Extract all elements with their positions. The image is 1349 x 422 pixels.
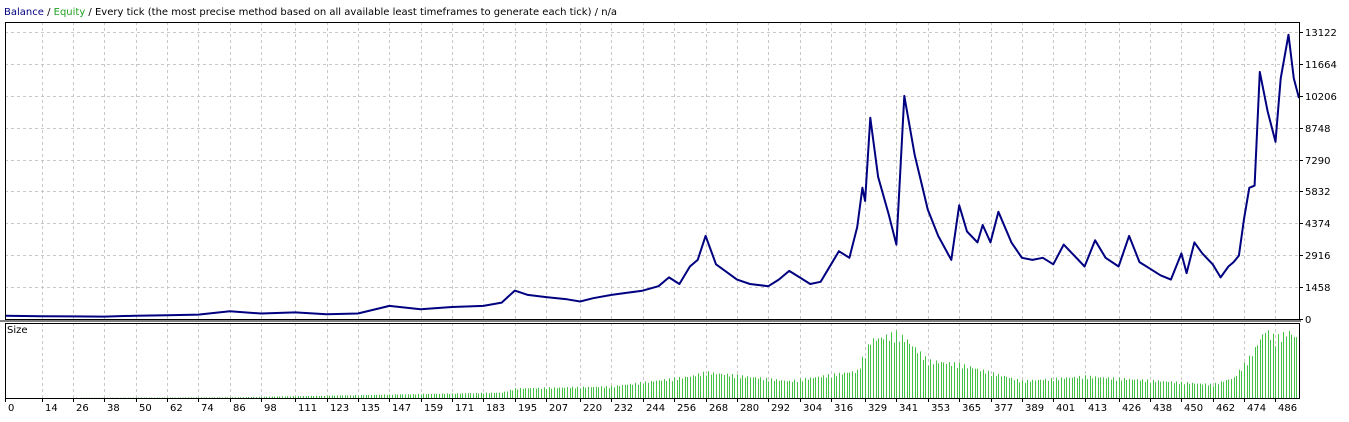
- x-tick-label: 329: [868, 403, 887, 414]
- x-tick-label: 220: [583, 403, 602, 414]
- x-tick-label: 0: [8, 403, 14, 414]
- y-tick-label: 10206: [1305, 92, 1337, 103]
- y-tick-label: 0: [1305, 315, 1311, 326]
- y-tick-label: 2916: [1305, 251, 1330, 262]
- x-tick-label: 183: [486, 403, 505, 414]
- x-tick-label: 147: [392, 403, 411, 414]
- x-tick-label: 50: [139, 403, 152, 414]
- x-tick-label: 292: [771, 403, 790, 414]
- x-tick-label: 462: [1216, 403, 1235, 414]
- x-axis-labels: 0 14 26 38 50 62 74 86 98 111 123 135 147 159 171 183 19…: [5, 398, 1297, 414]
- volume-bars: [76, 330, 1300, 398]
- header-description: / Every tick (the most precise method ba…: [85, 7, 617, 18]
- x-tick-label: 207: [549, 403, 568, 414]
- y-axis-labels: 13122 11664 10206 8748 7290 5832 4374 2916 1458 0: [1299, 28, 1337, 326]
- header-balance-label: Balance: [4, 7, 44, 18]
- x-tick-label: 474: [1247, 403, 1266, 414]
- x-tick-label: 232: [614, 403, 633, 414]
- y-tick-label: 4374: [1305, 219, 1330, 230]
- x-tick-label: 438: [1153, 403, 1172, 414]
- x-tick-label: 86: [233, 403, 246, 414]
- x-tick-label: 426: [1122, 403, 1141, 414]
- x-tick-label: 377: [994, 403, 1013, 414]
- y-tick-label: 11664: [1305, 60, 1337, 71]
- chart-frame: [0, 22, 1301, 399]
- grid-layer: [5, 22, 1299, 398]
- x-tick-label: 14: [45, 403, 58, 414]
- x-tick-label: 135: [361, 403, 380, 414]
- x-tick-label: 171: [455, 403, 474, 414]
- x-tick-label: 98: [264, 403, 277, 414]
- balance-line-layer: [4, 33, 1300, 318]
- y-tick-label: 13122: [1305, 28, 1337, 39]
- x-tick-label: 304: [803, 403, 822, 414]
- main-panel-frame: [5, 22, 1300, 320]
- x-tick-label: 353: [931, 403, 950, 414]
- header-separator: /: [44, 7, 54, 18]
- x-tick-label: 111: [298, 403, 317, 414]
- x-tick-label: 256: [677, 403, 696, 414]
- x-tick-label: 159: [424, 403, 443, 414]
- x-tick-label: 268: [709, 403, 728, 414]
- balance-line: [4, 33, 1300, 318]
- x-tick-label: 341: [899, 403, 918, 414]
- header-equity-label: Equity: [54, 7, 86, 18]
- y-tick-label: 8748: [1305, 124, 1330, 135]
- size-panel-title: Size: [7, 325, 28, 336]
- x-tick-label: 123: [330, 403, 349, 414]
- x-tick-label: 389: [1025, 403, 1044, 414]
- x-tick-label: 486: [1278, 403, 1297, 414]
- size-panel-frame: [5, 323, 1300, 399]
- chart-header: Balance / Equity / Every tick (the most …: [4, 7, 617, 18]
- x-tick-label: 413: [1088, 403, 1107, 414]
- y-tick-label: 7290: [1305, 156, 1330, 167]
- x-tick-label: 365: [962, 403, 981, 414]
- x-tick-label: 316: [834, 403, 853, 414]
- x-tick-label: 38: [107, 403, 120, 414]
- x-tick-label: 401: [1056, 403, 1075, 414]
- x-tick-label: 74: [201, 403, 214, 414]
- x-tick-label: 280: [740, 403, 759, 414]
- x-tick-label: 195: [518, 403, 537, 414]
- x-tick-label: 26: [76, 403, 89, 414]
- y-tick-label: 5832: [1305, 187, 1330, 198]
- y-tick-label: 1458: [1305, 283, 1330, 294]
- x-tick-label: 62: [170, 403, 183, 414]
- x-tick-label: 244: [646, 403, 665, 414]
- x-tick-label: 450: [1184, 403, 1203, 414]
